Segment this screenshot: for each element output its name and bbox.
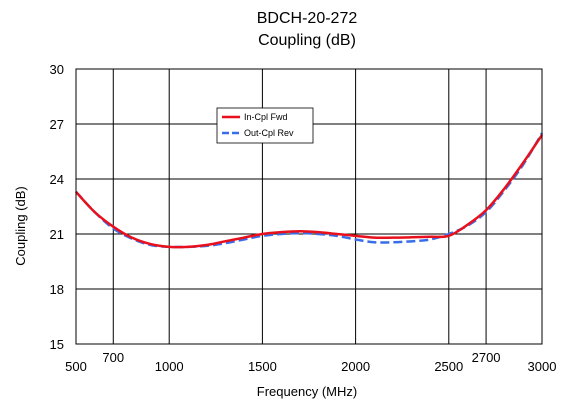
x-tick-label: 2700 <box>472 350 501 365</box>
chart-title: BDCH-20-272 <box>257 10 358 27</box>
y-tick-label: 15 <box>50 337 64 352</box>
x-tick-label: 1500 <box>248 359 277 374</box>
y-axis-label: Coupling (dB) <box>13 186 28 266</box>
y-tick-label: 27 <box>50 117 64 132</box>
legend-label-out-cpl-rev: Out-Cpl Rev <box>244 128 294 138</box>
chart-subtitle: Coupling (dB) <box>258 32 356 49</box>
series-line-out-cpl-rev <box>75 132 544 249</box>
x-tick-label: 700 <box>102 350 124 365</box>
x-tick-label: 2000 <box>341 359 370 374</box>
tick-labels: 500 700 1000 1500 2000 2500 2700 3000 15 18 21 24 27… <box>50 62 557 374</box>
series-layer <box>75 132 544 249</box>
series-line-in-cpl-fwd <box>75 134 544 249</box>
x-axis-label: Frequency (MHz) <box>257 384 357 399</box>
x-tick-label: 500 <box>65 359 87 374</box>
y-tick-label: 24 <box>50 172 64 187</box>
x-tick-label: 1000 <box>155 359 184 374</box>
legend: In-Cpl Fwd Out-Cpl Rev <box>216 107 314 144</box>
legend-box <box>216 107 314 144</box>
x-tick-label: 2500 <box>434 359 463 374</box>
y-tick-label: 30 <box>50 62 64 77</box>
plot-frame <box>75 68 543 345</box>
legend-label-in-cpl-fwd: In-Cpl Fwd <box>244 112 288 122</box>
x-tick-label: 3000 <box>528 359 557 374</box>
y-tick-label: 18 <box>50 282 64 297</box>
y-tick-label: 21 <box>50 227 64 242</box>
